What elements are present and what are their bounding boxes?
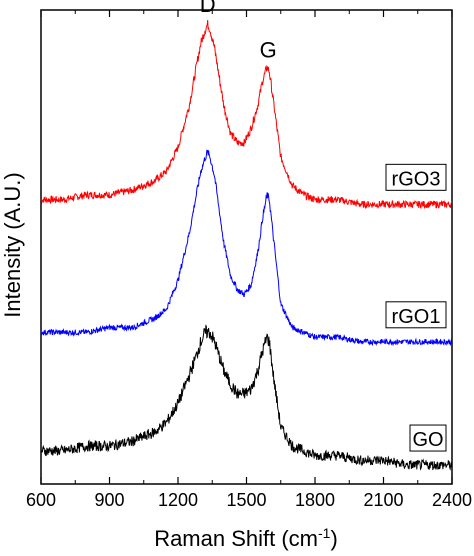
x-axis-label-main: Raman Shift (cm xyxy=(154,526,318,551)
x-tick-label: 900 xyxy=(94,490,124,510)
x-tick-label: 2100 xyxy=(363,490,403,510)
series-label-rgo1: rGO1 xyxy=(392,306,441,328)
legend-layer: rGO3 rGO1 GO xyxy=(385,163,447,452)
series-label-go: GO xyxy=(412,429,443,451)
series-label-rgo3: rGO3 xyxy=(392,168,441,190)
plot-frame xyxy=(40,9,453,485)
x-tick-label: 1200 xyxy=(158,490,198,510)
series-layer xyxy=(40,20,453,471)
x-axis-label: Raman Shift (cm-1) xyxy=(154,525,338,551)
x-tick-label: 1500 xyxy=(226,490,266,510)
x-tick-label: 2400 xyxy=(432,490,472,510)
series-line-rgo3 xyxy=(40,20,453,210)
x-tick-label: 1800 xyxy=(295,490,335,510)
x-tick-label: 600 xyxy=(26,490,56,510)
series-label-box-rgo3 xyxy=(385,163,447,191)
peak-label-d: D xyxy=(200,0,216,17)
series-line-rgo1 xyxy=(40,149,453,347)
x-axis-label-tail: ) xyxy=(330,526,337,551)
series-label-box-go xyxy=(409,424,447,452)
ticks-layer: 600 900 1200 1500 1800 2100 2400 xyxy=(26,10,472,510)
peak-label-g: G xyxy=(260,37,277,62)
annotation-layer: DG xyxy=(200,0,277,62)
series-line-go xyxy=(40,324,453,471)
x-axis-label-sup: -1 xyxy=(318,525,331,541)
y-axis-label: Intensity (A.U.) xyxy=(0,172,25,317)
series-label-box-rgo1 xyxy=(385,301,447,329)
